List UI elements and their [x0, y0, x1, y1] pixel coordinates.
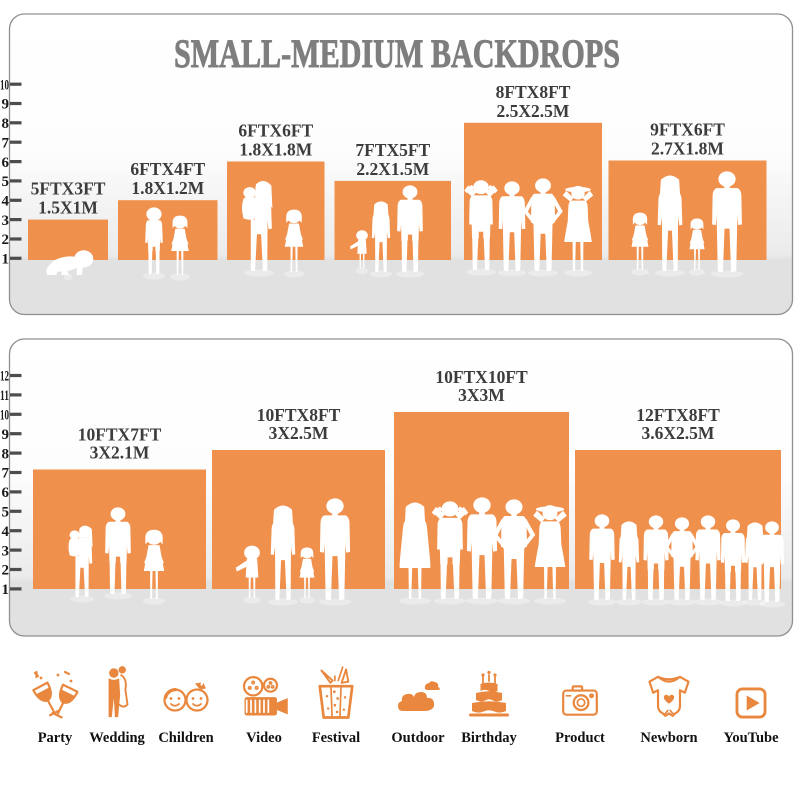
svg-text:10FTX8FT: 10FTX8FT	[257, 405, 341, 425]
svg-text:12FTX8FT: 12FTX8FT	[636, 405, 720, 425]
svg-text:2: 2	[2, 232, 10, 248]
svg-text:2.7X1.8M: 2.7X1.8M	[651, 139, 724, 159]
svg-text:3X2.5M: 3X2.5M	[269, 423, 329, 443]
svg-text:6FTX4FT: 6FTX4FT	[130, 159, 205, 179]
svg-text:Festival: Festival	[312, 730, 360, 746]
svg-text:6FTX6FT: 6FTX6FT	[238, 121, 313, 141]
svg-text:1: 1	[2, 252, 10, 268]
svg-text:8: 8	[2, 116, 10, 132]
svg-text:Newborn: Newborn	[640, 730, 697, 746]
svg-text:1.5X1M: 1.5X1M	[38, 198, 98, 218]
svg-text:Birthday: Birthday	[461, 730, 517, 746]
svg-text:2: 2	[2, 563, 10, 579]
svg-text:Video: Video	[246, 730, 282, 746]
svg-text:1.8X1.8M: 1.8X1.8M	[239, 140, 312, 160]
svg-text:8: 8	[2, 446, 10, 462]
svg-text:7: 7	[2, 466, 10, 482]
svg-text:6: 6	[2, 155, 10, 171]
svg-text:SMALL-MEDIUM BACKDROPS: SMALL-MEDIUM BACKDROPS	[174, 31, 620, 76]
svg-text:4: 4	[2, 524, 10, 540]
svg-text:3: 3	[2, 213, 10, 229]
svg-text:2.2X1.5M: 2.2X1.5M	[356, 159, 429, 179]
svg-text:5FTX3FT: 5FTX3FT	[31, 179, 106, 199]
svg-text:YouTube: YouTube	[723, 730, 779, 746]
svg-text:7: 7	[2, 135, 10, 151]
svg-text:3: 3	[2, 543, 10, 559]
svg-text:10FTX10FT: 10FTX10FT	[435, 367, 528, 387]
svg-text:7FTX5FT: 7FTX5FT	[355, 140, 430, 160]
svg-text:10: 10	[0, 77, 9, 93]
svg-text:9: 9	[2, 427, 10, 443]
svg-text:5: 5	[2, 174, 10, 190]
svg-text:12: 12	[0, 369, 9, 385]
svg-text:9FTX6FT: 9FTX6FT	[650, 120, 725, 140]
svg-text:10: 10	[0, 408, 9, 424]
svg-text:Outdoor: Outdoor	[391, 730, 445, 746]
svg-text:Children: Children	[158, 730, 213, 746]
svg-text:3.6X2.5M: 3.6X2.5M	[642, 423, 715, 443]
svg-text:10FTX7FT: 10FTX7FT	[78, 425, 162, 445]
svg-text:1: 1	[2, 582, 10, 598]
svg-text:5: 5	[2, 505, 10, 521]
svg-text:4: 4	[2, 193, 10, 209]
svg-text:9: 9	[2, 97, 10, 113]
svg-text:11: 11	[0, 388, 9, 404]
svg-text:Product: Product	[555, 730, 605, 746]
svg-text:8FTX8FT: 8FTX8FT	[496, 82, 571, 102]
svg-text:Party: Party	[38, 730, 73, 746]
svg-text:3X3M: 3X3M	[458, 385, 505, 405]
svg-text:1.8X1.2M: 1.8X1.2M	[131, 178, 204, 198]
svg-text:3X2.1M: 3X2.1M	[90, 443, 150, 463]
svg-text:Wedding: Wedding	[89, 730, 145, 746]
svg-text:2.5X2.5M: 2.5X2.5M	[497, 101, 570, 121]
svg-text:6: 6	[2, 485, 10, 501]
